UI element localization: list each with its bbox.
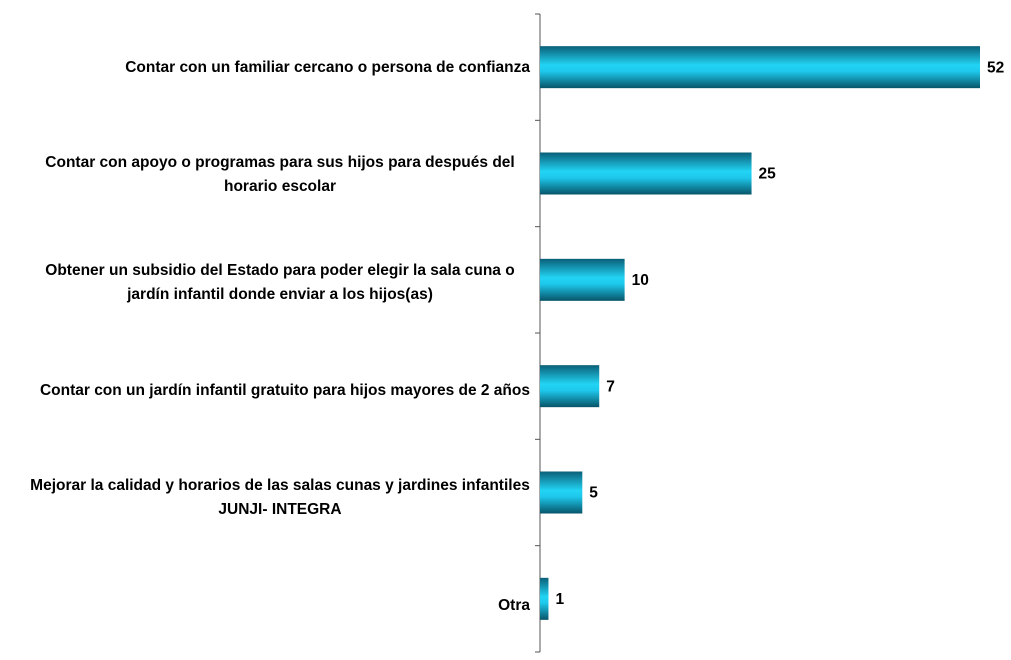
value-label: 10 bbox=[632, 272, 649, 289]
bar bbox=[540, 471, 583, 514]
value-label: 25 bbox=[759, 166, 777, 183]
category-band: Contar con apoyo o programas para sus hi… bbox=[0, 122, 530, 230]
category-labels: Contar con un familiar cercano o persona… bbox=[0, 14, 530, 660]
bar bbox=[540, 577, 549, 620]
category-band: Contar con un jardín infantil gratuito p… bbox=[0, 337, 530, 445]
category-label: Mejorar la calidad y horarios de las sal… bbox=[30, 477, 530, 519]
category-label: Contar con un jardín infantil gratuito p… bbox=[39, 381, 530, 399]
category-label: Obtener un subsidio del Estado para pode… bbox=[45, 261, 515, 303]
category-label: Otra bbox=[498, 596, 530, 614]
category-label: Contar con apoyo o programas para sus hi… bbox=[45, 154, 515, 196]
category-label: Contar con un familiar cercano o persona… bbox=[125, 58, 530, 76]
category-band: Mejorar la calidad y horarios de las sal… bbox=[0, 444, 530, 552]
bar bbox=[540, 46, 980, 89]
category-band: Contar con un familiar cercano o persona… bbox=[0, 14, 530, 122]
bar bbox=[540, 365, 600, 408]
value-label: 1 bbox=[555, 591, 564, 608]
bar bbox=[540, 258, 625, 301]
category-band: Obtener un subsidio del Estado para pode… bbox=[0, 229, 530, 337]
value-label: 7 bbox=[606, 378, 615, 395]
category-band: Otra bbox=[0, 552, 530, 660]
bar bbox=[540, 152, 752, 195]
value-label: 52 bbox=[987, 59, 1004, 76]
value-label: 5 bbox=[589, 485, 598, 502]
